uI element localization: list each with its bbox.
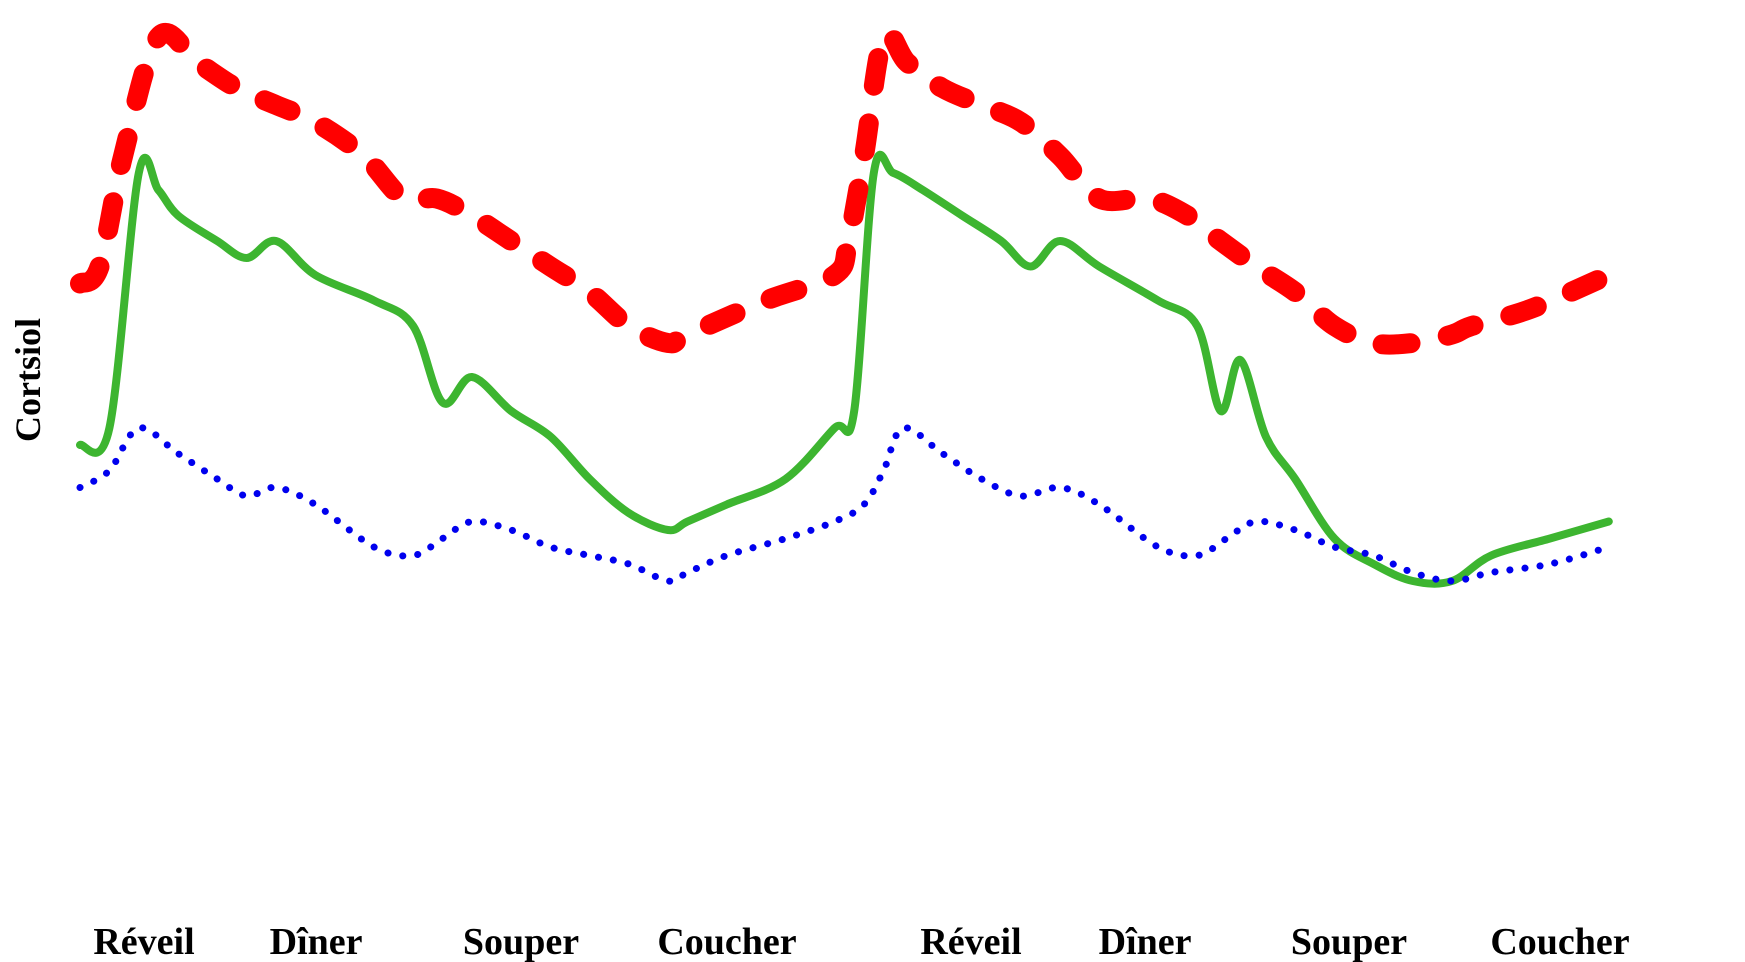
x-tick-label: Souper: [1291, 921, 1407, 962]
x-tick-label: Souper: [463, 921, 579, 962]
y-axis-label: Cortsiol: [8, 318, 48, 442]
x-tick-label: Dîner: [1099, 921, 1192, 962]
x-tick-label: Coucher: [657, 921, 796, 962]
series-line-dotted: [76, 424, 1613, 585]
x-tick-label: Dîner: [270, 921, 363, 962]
x-tick-labels: Réveil Dîner Souper Coucher Réveil Dîner Soupe…: [93, 921, 1629, 962]
series-line-dashed: [70, 23, 1619, 355]
series-line-solid: [76, 150, 1613, 588]
x-tick-label: Coucher: [1490, 921, 1629, 962]
series-layer: [70, 23, 1619, 588]
x-tick-label: Réveil: [93, 921, 194, 962]
x-tick-label: Réveil: [920, 921, 1021, 962]
